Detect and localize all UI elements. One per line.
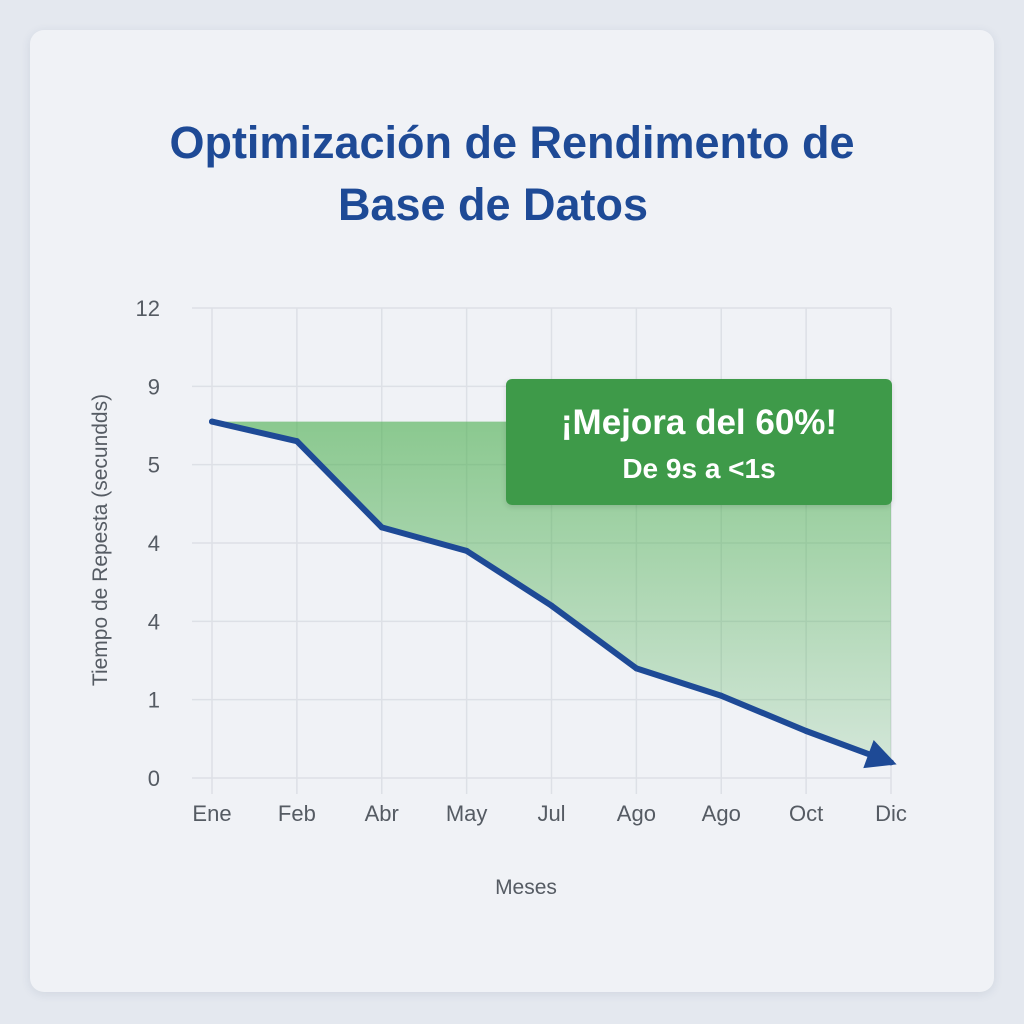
y-tick-label: 4: [148, 609, 160, 634]
y-axis-ticks: 0 1 4 4 5 9 12: [136, 296, 160, 791]
x-tick-label: Oct: [789, 801, 823, 826]
y-tick-label: 4: [148, 531, 160, 556]
x-tick-label: Feb: [278, 801, 316, 826]
data-point: [209, 418, 215, 425]
y-tick-label: 5: [148, 453, 160, 478]
x-tick-label: Jul: [537, 801, 565, 826]
y-axis-title: Tiempo de Repesta (secundds): [89, 394, 112, 686]
chart-title-line-2: Base de Datos: [337, 179, 649, 230]
data-point: [463, 547, 470, 554]
y-tick-label: 12: [136, 296, 160, 321]
data-point: [718, 692, 725, 699]
chart-title: Optimización de Rendimento de Base de Da…: [0, 112, 1024, 236]
x-tick-label: Abr: [365, 801, 399, 826]
y-tick-label: 9: [148, 374, 160, 399]
x-tick-label: Dic: [875, 801, 907, 826]
y-tick-label: 0: [148, 766, 160, 791]
x-axis-title: Meses: [495, 876, 557, 899]
data-point: [633, 665, 640, 672]
callout-headline: ¡Mejora del 60%!: [560, 403, 838, 442]
x-axis-ticks: Ene Feb Abr May Jul Ago Ago Oct Dic: [192, 801, 906, 826]
x-tick-label: Ago: [702, 801, 741, 826]
y-tick-label: 1: [148, 688, 160, 713]
series-line: [209, 418, 897, 769]
data-point: [293, 438, 300, 445]
x-tick-label: Ene: [192, 801, 231, 826]
x-tick-label: May: [446, 801, 488, 826]
improvement-area: [212, 421, 891, 763]
improvement-callout: ¡Mejora del 60%! De 9s a <1s: [506, 379, 892, 505]
x-tick-label: Ago: [617, 801, 656, 826]
trend-arrowhead: [863, 739, 897, 769]
chart-title-line-1: Optimización de Rendimento de: [169, 117, 855, 168]
data-point: [378, 524, 385, 531]
data-point: [548, 602, 555, 609]
improvement-area-shape: [212, 421, 891, 763]
callout-detail: De 9s a <1s: [622, 453, 776, 484]
data-point: [803, 728, 810, 734]
